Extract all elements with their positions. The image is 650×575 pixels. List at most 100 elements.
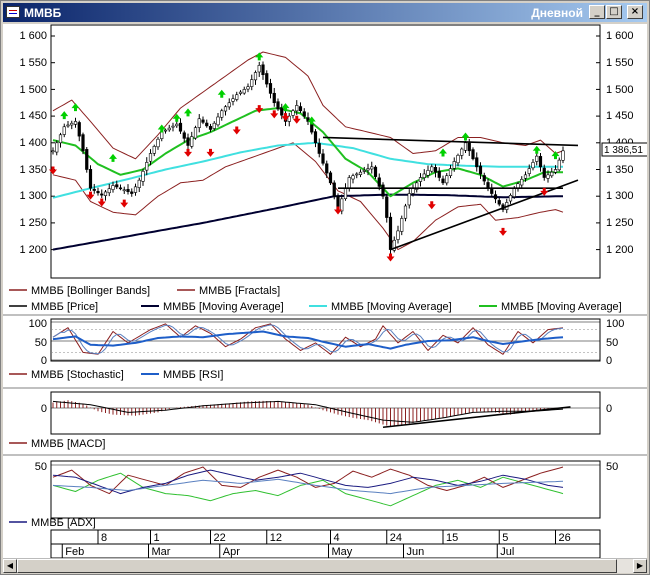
fractal-down-arrow — [334, 206, 342, 215]
time-axis-day-label: 12 — [270, 532, 282, 544]
time-axis-day-label: 5 — [502, 532, 508, 544]
fractal-up-arrow — [532, 145, 541, 154]
price-candle — [186, 137, 190, 146]
fractal-down-arrow — [206, 148, 215, 157]
price-candle — [58, 134, 63, 144]
price-candle — [100, 193, 104, 196]
rsi-line — [52, 330, 564, 350]
price-candle — [182, 132, 186, 139]
minimize-button[interactable]: _ — [589, 5, 605, 19]
scroll-thumb[interactable] — [17, 559, 617, 573]
macd-signal-line — [52, 400, 564, 423]
price-candle — [107, 188, 111, 194]
legend-bollinger[interactable]: ММВБ [Bollinger Bands] — [31, 285, 150, 297]
price-candle — [362, 170, 366, 172]
stochastic-signal-line — [52, 324, 564, 355]
fractal-down-arrow — [292, 115, 301, 124]
price-candle — [92, 188, 96, 191]
scroll-left-icon[interactable]: ◀ — [3, 559, 17, 573]
title-bar[interactable]: ММВБ Дневной _ □ × — [3, 3, 647, 22]
time-axis-day-label: 8 — [101, 532, 107, 544]
price-candle — [456, 154, 460, 164]
price-candle — [111, 185, 115, 190]
price-y-tick-right: 1 350 — [606, 164, 634, 176]
price-y-tick-left: 1 250 — [19, 217, 47, 229]
price-y-tick-left: 1 600 — [19, 30, 47, 42]
price-plot-frame[interactable] — [50, 24, 601, 279]
horizontal-scrollbar[interactable]: ◀ ▶ — [3, 558, 647, 573]
legend-ma-mid[interactable]: ММВБ [Moving Average] — [331, 301, 452, 313]
stochastic-line — [52, 323, 564, 355]
fractal-down-arrow — [270, 110, 279, 119]
fractal-down-arrow — [49, 166, 57, 175]
legend-rsi[interactable]: ММВБ [RSI] — [163, 369, 223, 381]
price-candle — [190, 136, 194, 147]
fractal-up-arrow — [60, 111, 69, 120]
last-price-box — [601, 142, 647, 157]
fractal-up-arrow — [439, 148, 447, 157]
price-candle — [370, 166, 374, 170]
fractal-up-arrow — [172, 113, 181, 122]
price-candle — [385, 196, 389, 218]
adx-plot-frame[interactable] — [50, 460, 601, 519]
price-candle — [373, 166, 378, 177]
price-y-tick-right: 1 250 — [606, 217, 634, 229]
price-candle — [103, 191, 108, 196]
price-candle — [527, 168, 531, 174]
price-candle — [381, 184, 385, 197]
legend-price[interactable]: ММВБ [Price] — [31, 301, 98, 313]
price-candle — [167, 127, 171, 131]
last-price-label: 1 386,51 — [604, 145, 643, 156]
price-candle — [133, 186, 138, 193]
price-candle — [81, 134, 85, 152]
price-candle — [460, 148, 464, 156]
legend-ma-long[interactable]: ММВБ [Moving Average] — [163, 301, 284, 313]
scroll-right-icon[interactable]: ▶ — [633, 559, 647, 573]
fractal-down-arrow — [540, 187, 549, 196]
price-candle — [531, 162, 535, 169]
fractal-up-arrow — [255, 52, 264, 61]
price-candle — [73, 121, 78, 125]
price-candle — [392, 239, 396, 251]
maximize-button[interactable]: □ — [606, 5, 622, 19]
legend-ma-short[interactable]: ММВБ [Moving Average] — [501, 301, 622, 313]
chart-app-icon[interactable] — [6, 6, 20, 18]
price-candle — [231, 98, 235, 102]
legend-adx[interactable]: ММВБ [ADX] — [31, 517, 96, 529]
time-axis-day-label: 15 — [446, 532, 458, 544]
price-candle — [295, 105, 299, 112]
fractal-down-arrow — [86, 191, 95, 200]
trendline — [322, 136, 579, 147]
price-y-tick-right: 1 550 — [606, 57, 634, 69]
ma-long-line — [52, 193, 564, 251]
chart-svg[interactable]: 8 1 22 12 4 24 15 5 26 Feb Mar Apr May Jun Jul 1 600 1… — [3, 24, 647, 572]
legend-macd[interactable]: ММВБ [MACD] — [31, 438, 105, 450]
stoch-plot-frame[interactable] — [50, 318, 601, 362]
price-candle — [388, 216, 393, 250]
legend-fractals[interactable]: ММВБ [Fractals] — [199, 285, 280, 297]
fractal-down-arrow — [184, 148, 192, 157]
fractal-up-arrow — [307, 116, 316, 125]
price-candle — [347, 177, 351, 189]
fractal-up-arrow — [184, 108, 192, 117]
price-candle — [265, 73, 269, 85]
adx-y-tick-left: 50 — [35, 461, 47, 473]
legend-stochastic[interactable]: ММВБ [Stochastic] — [31, 369, 124, 381]
stoch-y-tick-right: 100 — [606, 318, 624, 330]
price-candle — [538, 156, 543, 168]
price-candle — [223, 106, 228, 112]
price-candle — [171, 125, 175, 128]
price-candle — [441, 178, 445, 184]
close-button[interactable]: × — [627, 5, 643, 19]
price-candle — [253, 72, 258, 81]
price-candle — [471, 149, 475, 160]
price-candle — [478, 165, 483, 175]
price-candle — [445, 175, 449, 184]
price-candle — [340, 198, 344, 212]
price-candle — [426, 170, 430, 176]
price-candle — [497, 200, 501, 205]
price-y-tick-left: 1 300 — [19, 190, 47, 202]
fractal-down-arrow — [386, 253, 395, 262]
stoch-y-tick-right: 0 — [606, 355, 612, 367]
